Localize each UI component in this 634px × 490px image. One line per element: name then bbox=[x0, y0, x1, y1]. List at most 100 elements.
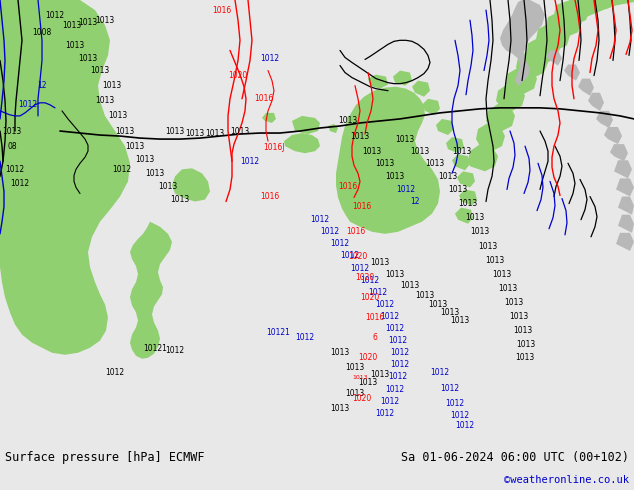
Polygon shape bbox=[546, 50, 562, 66]
Text: 1012: 1012 bbox=[361, 276, 380, 285]
Text: 1013: 1013 bbox=[351, 131, 370, 141]
Text: 1013: 1013 bbox=[115, 126, 134, 136]
Text: 1013: 1013 bbox=[425, 159, 444, 168]
Text: 1013: 1013 bbox=[505, 298, 524, 307]
Text: 1016: 1016 bbox=[261, 192, 280, 201]
Polygon shape bbox=[452, 154, 470, 171]
Polygon shape bbox=[368, 74, 388, 89]
Text: 1013: 1013 bbox=[79, 18, 98, 26]
Text: 1012: 1012 bbox=[6, 165, 25, 174]
Text: 1012: 1012 bbox=[351, 264, 370, 272]
Text: 1013: 1013 bbox=[145, 169, 165, 178]
Text: 1013: 1013 bbox=[330, 404, 349, 413]
Polygon shape bbox=[455, 208, 473, 224]
Text: 1013: 1013 bbox=[516, 340, 536, 349]
Polygon shape bbox=[486, 104, 515, 131]
Text: Sa 01-06-2024 06:00 UTC (00+102): Sa 01-06-2024 06:00 UTC (00+102) bbox=[401, 451, 629, 464]
Polygon shape bbox=[262, 113, 276, 123]
Polygon shape bbox=[172, 168, 210, 201]
Polygon shape bbox=[0, 0, 130, 355]
Text: 1013: 1013 bbox=[108, 111, 127, 121]
Polygon shape bbox=[588, 0, 628, 9]
Text: 1013: 1013 bbox=[205, 128, 224, 138]
Polygon shape bbox=[526, 36, 560, 64]
Text: 1013: 1013 bbox=[79, 54, 98, 63]
Text: 1013: 1013 bbox=[448, 185, 468, 194]
Text: 1012: 1012 bbox=[385, 324, 404, 333]
Text: 10121: 10121 bbox=[143, 344, 167, 353]
Text: 12: 12 bbox=[37, 81, 47, 90]
Text: 1013: 1013 bbox=[385, 172, 404, 181]
Text: 1016: 1016 bbox=[365, 313, 385, 322]
Text: 1016: 1016 bbox=[346, 227, 366, 236]
Text: 1013: 1013 bbox=[450, 316, 470, 325]
Polygon shape bbox=[588, 93, 604, 111]
Text: 1012: 1012 bbox=[368, 288, 387, 297]
Text: 1012: 1012 bbox=[380, 312, 399, 321]
Text: 1013: 1013 bbox=[438, 172, 458, 181]
Polygon shape bbox=[516, 50, 548, 77]
Text: 1012: 1012 bbox=[340, 251, 359, 261]
Polygon shape bbox=[292, 116, 320, 134]
Text: 1012: 1012 bbox=[446, 399, 465, 408]
Text: 1012: 1012 bbox=[165, 346, 184, 355]
Text: 1013: 1013 bbox=[346, 389, 365, 397]
Text: 1013: 1013 bbox=[136, 155, 155, 164]
Text: 1008: 1008 bbox=[32, 28, 51, 37]
Polygon shape bbox=[578, 78, 594, 96]
Text: 1012: 1012 bbox=[391, 360, 410, 369]
Text: 1013: 1013 bbox=[358, 378, 378, 388]
Text: 1012: 1012 bbox=[311, 215, 330, 224]
Polygon shape bbox=[496, 84, 525, 111]
Text: 1013: 1013 bbox=[339, 117, 358, 125]
Text: 1013: 1013 bbox=[498, 284, 517, 293]
Text: 1012: 1012 bbox=[105, 368, 124, 377]
Polygon shape bbox=[568, 0, 602, 17]
Polygon shape bbox=[457, 172, 475, 188]
Polygon shape bbox=[618, 196, 634, 215]
Polygon shape bbox=[328, 124, 338, 133]
Polygon shape bbox=[616, 178, 634, 196]
Polygon shape bbox=[554, 0, 590, 25]
Text: 1012: 1012 bbox=[430, 368, 450, 377]
Text: 1013: 1013 bbox=[126, 142, 145, 150]
Polygon shape bbox=[284, 133, 320, 153]
Text: 1012: 1012 bbox=[396, 185, 415, 194]
Text: 1012: 1012 bbox=[112, 165, 132, 174]
Polygon shape bbox=[446, 137, 464, 153]
Polygon shape bbox=[616, 233, 634, 251]
Text: ©weatheronline.co.uk: ©weatheronline.co.uk bbox=[504, 475, 629, 485]
Polygon shape bbox=[596, 111, 613, 128]
Polygon shape bbox=[360, 109, 370, 118]
Text: 1020: 1020 bbox=[228, 71, 248, 80]
Text: 1013: 1013 bbox=[165, 126, 184, 136]
Text: 10121: 10121 bbox=[266, 328, 290, 337]
Text: 1013: 1013 bbox=[479, 243, 498, 251]
Text: 1013: 1013 bbox=[509, 312, 529, 321]
Polygon shape bbox=[546, 10, 582, 37]
Text: 1020: 1020 bbox=[356, 272, 375, 282]
Text: 1013: 1013 bbox=[370, 258, 390, 267]
Polygon shape bbox=[610, 144, 628, 161]
Text: 1013: 1013 bbox=[65, 41, 84, 50]
Text: 1013: 1013 bbox=[62, 21, 82, 30]
Polygon shape bbox=[459, 190, 477, 206]
Text: Surface pressure [hPa] ECMWF: Surface pressure [hPa] ECMWF bbox=[5, 451, 205, 464]
Text: 1016: 1016 bbox=[339, 182, 358, 191]
Text: 1013: 1013 bbox=[353, 375, 368, 380]
Text: 1013: 1013 bbox=[486, 255, 505, 265]
Text: 1016: 1016 bbox=[254, 94, 274, 103]
Text: 1012: 1012 bbox=[441, 384, 460, 392]
Text: 1012: 1012 bbox=[295, 333, 314, 342]
Polygon shape bbox=[422, 99, 440, 115]
Text: 1013: 1013 bbox=[330, 348, 349, 357]
Polygon shape bbox=[468, 144, 498, 172]
Polygon shape bbox=[564, 65, 580, 81]
Text: 1012: 1012 bbox=[375, 409, 394, 417]
Polygon shape bbox=[604, 127, 622, 144]
Polygon shape bbox=[578, 0, 614, 13]
Text: 1012: 1012 bbox=[320, 227, 340, 236]
Text: 1013: 1013 bbox=[401, 281, 420, 290]
Text: 1012: 1012 bbox=[380, 396, 399, 406]
Text: 1013: 1013 bbox=[95, 16, 115, 24]
